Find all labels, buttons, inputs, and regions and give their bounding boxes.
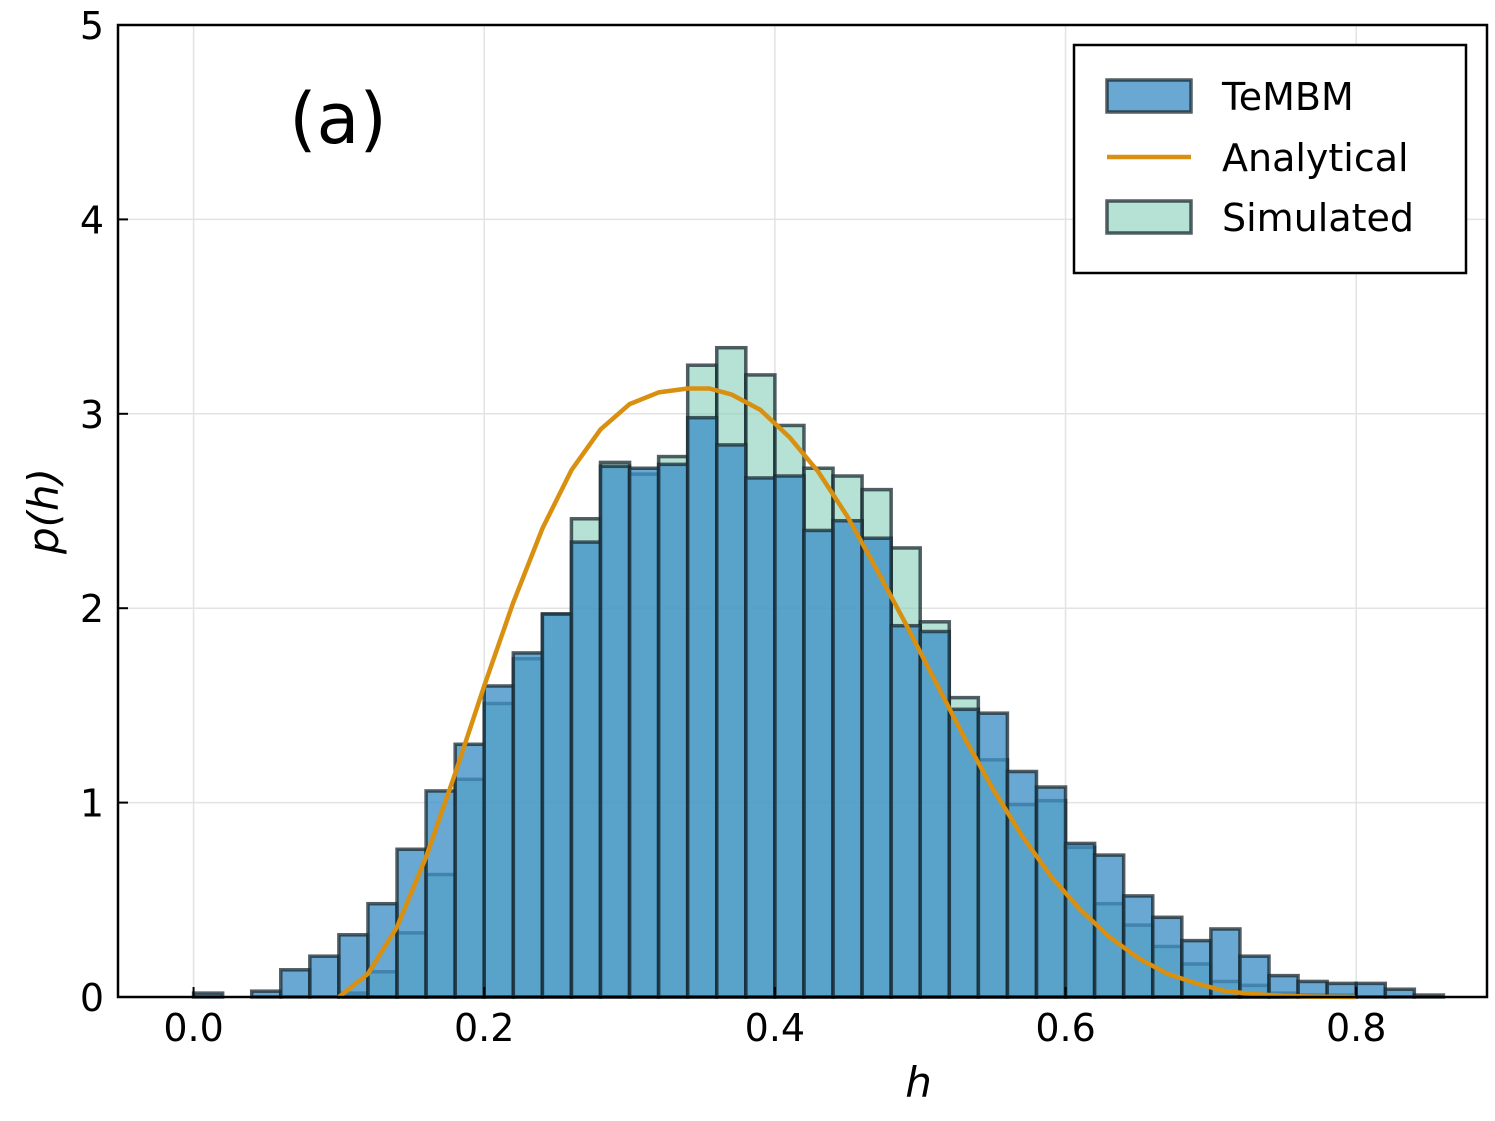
x-tick-label: 0.2 (454, 1006, 514, 1050)
y-tick-label: 1 (80, 782, 104, 826)
tembm-bar (1209, 927, 1242, 999)
tembm-bar (482, 684, 516, 999)
y-axis-label: p(h) (19, 468, 68, 555)
tembm-bar (1180, 938, 1213, 999)
legend-label-analytical: Analytical (1222, 136, 1409, 180)
y-tick-label: 2 (80, 587, 104, 631)
x-tick-label: 0.4 (745, 1006, 805, 1050)
y-tick-label: 0 (80, 976, 104, 1020)
tembm-bar (511, 651, 545, 999)
tembm-bar (540, 612, 574, 999)
y-tick-label: 5 (80, 4, 104, 48)
tembm-bar (1354, 981, 1388, 999)
x-axis-label: h (905, 1058, 932, 1107)
x-tick-label: 0.6 (1035, 1006, 1095, 1050)
axis-labels: h p(h) (19, 468, 932, 1107)
legend-label-simulated: Simulated (1222, 196, 1414, 240)
y-tick-label: 3 (80, 393, 104, 437)
analytical-line-group (337, 386, 1357, 1000)
tembm-bar (918, 629, 952, 999)
tembm-bar (598, 464, 632, 999)
x-tick-label: 0.8 (1326, 1006, 1386, 1050)
tembm-bar (627, 466, 661, 999)
tembm-bar (279, 968, 312, 999)
legend: TeMBM Analytical Simulated (1072, 43, 1468, 275)
tembm-bar (860, 536, 893, 999)
tembm-bar (308, 954, 341, 999)
tembm-bar (831, 518, 864, 999)
tembm-bar (685, 415, 719, 999)
tembm-bar (656, 462, 690, 999)
axis-ticks: 0.0 0.2 0.4 0.6 0.8 0 1 2 3 4 5 (80, 4, 1387, 1050)
tembm-bar (976, 711, 1010, 999)
panel-annotation: (a) (289, 78, 387, 160)
plot-frame (116, 23, 1489, 999)
tembm-bar (889, 623, 922, 999)
legend-swatch-simulated (1105, 199, 1193, 235)
tembm-bar (773, 474, 806, 999)
tembm-bar (1121, 894, 1155, 999)
tembm-bar (802, 528, 835, 999)
tembm-bar (715, 443, 748, 999)
legend-swatch-tembm (1105, 78, 1193, 114)
tembm-bar (569, 540, 603, 999)
analytical-line (337, 386, 1357, 1000)
y-tick-label: 4 (80, 198, 104, 242)
tembm-bar (744, 476, 777, 999)
legend-label-tembm: TeMBM (1221, 75, 1354, 119)
tembm-bar (1034, 785, 1068, 999)
tembm-bar (1005, 769, 1039, 999)
tembm-bar (453, 742, 486, 999)
x-tick-label: 0.0 (163, 1006, 223, 1050)
tembm-bar (1150, 915, 1184, 999)
